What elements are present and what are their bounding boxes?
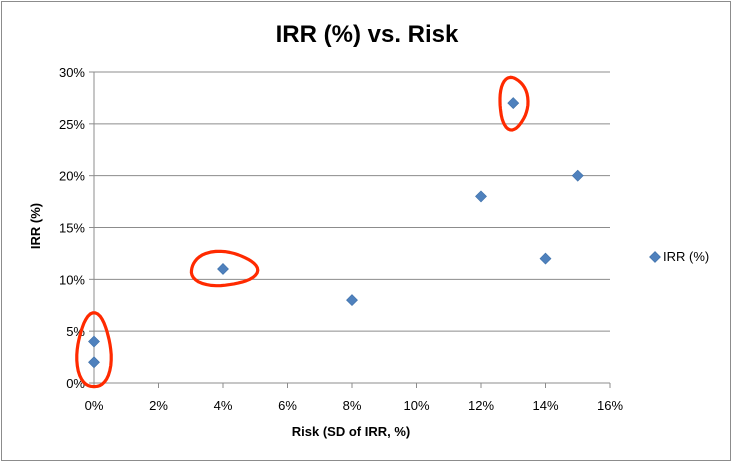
y-tick-labels: 0%5%10%15%20%25%30% (59, 65, 85, 391)
data-point (88, 356, 100, 369)
data-point (88, 335, 100, 348)
y-tick-label: 30% (59, 65, 85, 80)
data-points (88, 97, 584, 369)
x-tick-label: 14% (532, 398, 558, 413)
x-tick-label: 4% (214, 398, 233, 413)
y-tick-label: 15% (59, 221, 85, 236)
x-tick-label: 0% (85, 398, 104, 413)
axes (89, 71, 611, 388)
y-tick-label: 20% (59, 169, 85, 184)
y-tick-label: 25% (59, 117, 85, 132)
data-point (475, 190, 487, 203)
annotation-circle (75, 311, 113, 389)
annotation-circle (189, 249, 260, 288)
legend-label: IRR (%) (663, 249, 709, 264)
data-point (571, 169, 584, 182)
x-tick-label: 10% (403, 398, 429, 413)
x-tick-label: 2% (149, 398, 168, 413)
legend-marker-diamond (649, 251, 661, 263)
data-point (346, 294, 358, 306)
x-tick-label: 8% (343, 398, 362, 413)
data-point (539, 252, 552, 265)
legend: IRR (%) (649, 249, 709, 264)
y-axis-title: IRR (%) (28, 203, 43, 249)
gridlines (94, 71, 610, 332)
annotation-circle (498, 75, 530, 132)
annotation-circles (75, 75, 530, 389)
chart-title: IRR (%) vs. Risk (276, 21, 459, 48)
x-tick-label: 12% (468, 398, 494, 413)
data-point (507, 97, 520, 110)
x-axis-title: Risk (SD of IRR, %) (292, 424, 410, 439)
x-tick-label: 6% (278, 398, 297, 413)
data-point (217, 263, 229, 275)
x-tick-label: 16% (597, 398, 623, 413)
y-tick-label: 10% (59, 272, 85, 287)
x-tick-labels: 0% 2% 4% 6% 8% 10% 12% 14% 16% (85, 398, 624, 413)
